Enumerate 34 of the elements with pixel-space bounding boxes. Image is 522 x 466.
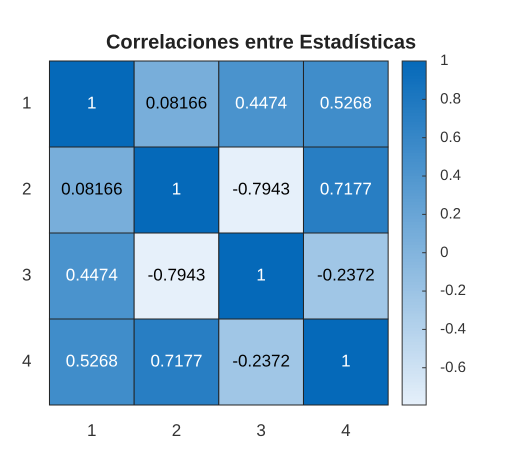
data-label: 0.4474	[235, 94, 288, 113]
x-tick-label: 2	[172, 420, 182, 440]
data-label: 1	[341, 352, 351, 371]
color-bar-label: -0.2	[440, 282, 466, 300]
y-tick-label: 2	[22, 180, 32, 199]
color-bar-label: 0	[440, 244, 448, 261]
x-tick-label: 4	[341, 420, 351, 440]
y-tick-label: 1	[22, 94, 32, 113]
data-label: -0.2372	[316, 266, 375, 285]
data-label: -0.7943	[232, 180, 290, 199]
data-label: 0.08166	[146, 94, 208, 113]
color-bar-label: 0.2	[440, 206, 462, 223]
color-bar-label: -0.4	[440, 320, 466, 338]
y-tick-label: 3	[22, 266, 32, 285]
data-label: 1	[256, 266, 266, 285]
data-label: 0.4474	[66, 266, 118, 285]
data-label: 0.7177	[320, 180, 372, 199]
data-label: 1	[87, 94, 97, 113]
chart-title: Correlaciones entre Estadísticas	[106, 32, 416, 54]
y-tick-label: 4	[22, 352, 32, 371]
data-label: 0.08166	[61, 180, 123, 199]
data-label: -0.7943	[148, 266, 206, 285]
color-bar-label: -0.6	[440, 358, 466, 376]
data-label: 1	[172, 180, 182, 199]
color-bar-label: 0.6	[440, 128, 462, 146]
x-tick-label: 3	[256, 420, 266, 440]
data-label: -0.2372	[232, 352, 290, 371]
color-bar-label: 0.8	[440, 90, 462, 108]
data-label: 0.5268	[66, 352, 118, 371]
x-tick-label: 1	[87, 420, 97, 440]
color-bar-label: 1	[440, 52, 448, 70]
data-label: 0.7177	[150, 352, 202, 371]
data-label: 0.5268	[320, 94, 372, 113]
color-bar-label: 0.4	[440, 167, 462, 184]
